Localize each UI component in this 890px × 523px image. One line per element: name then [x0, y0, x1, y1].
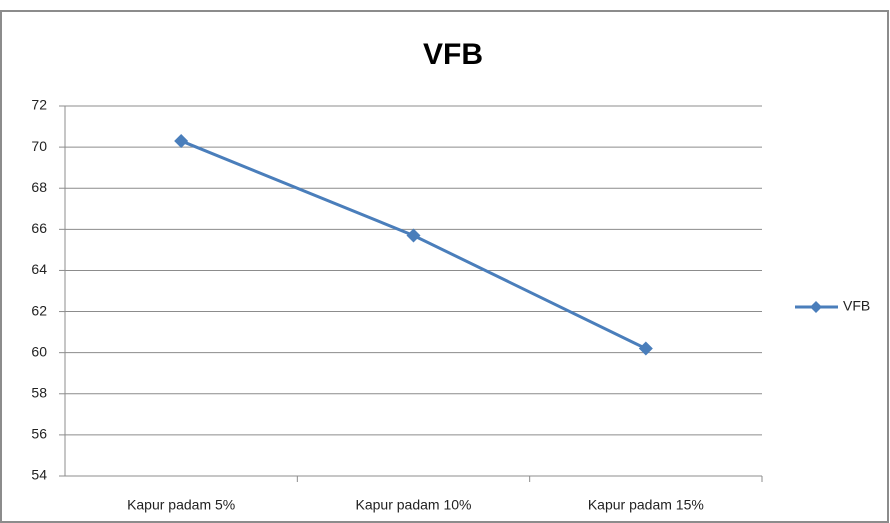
y-tick-label: 62	[31, 302, 47, 318]
x-tick-label: Kapur padam 10%	[356, 497, 472, 513]
marker	[174, 133, 189, 148]
x-tick-label: Kapur padam 5%	[127, 497, 235, 513]
marker	[406, 228, 421, 243]
chart-frame	[0, 10, 889, 523]
y-tick-label: 64	[31, 261, 47, 277]
chart-title: VFB	[423, 38, 483, 71]
y-tick-label: 72	[31, 97, 47, 113]
y-tick-label: 56	[31, 426, 47, 442]
y-tick-label: 66	[31, 220, 47, 236]
y-tick-label: 68	[31, 179, 47, 195]
y-tick-label: 70	[31, 138, 47, 154]
y-tick-label: 54	[31, 467, 47, 483]
legend-label: VFB	[843, 298, 870, 314]
x-tick-label: Kapur padam 15%	[588, 497, 704, 513]
y-tick-label: 58	[31, 384, 47, 400]
y-tick-label: 60	[31, 343, 47, 359]
marker	[638, 341, 653, 356]
legend-marker	[810, 301, 822, 313]
